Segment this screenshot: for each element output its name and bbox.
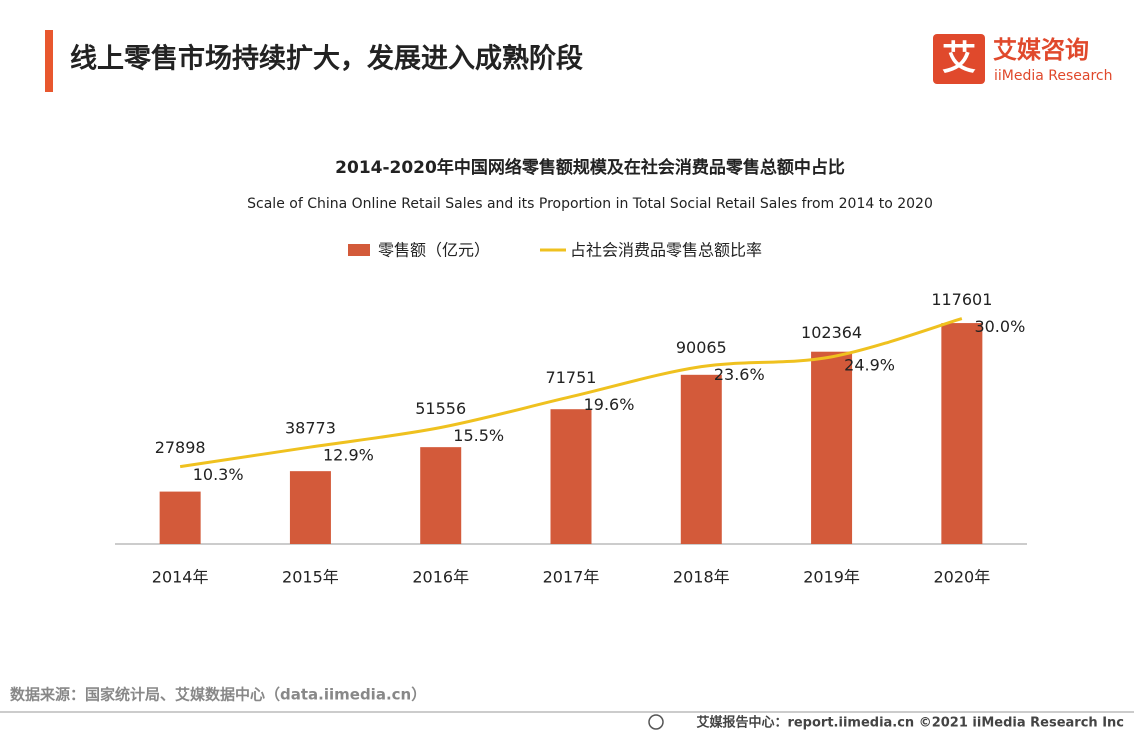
- bar-value-label: 102364: [801, 323, 862, 342]
- line-value-label: 19.6%: [584, 395, 635, 414]
- bar: [680, 374, 722, 544]
- bar: [550, 409, 592, 544]
- bar: [159, 491, 201, 544]
- bar: [289, 471, 331, 544]
- bar-value-label: 51556: [415, 399, 466, 418]
- logo-sub: iiMedia Research: [994, 68, 1113, 84]
- title-accent: [45, 30, 53, 92]
- x-tick-label: 2014年: [152, 568, 209, 587]
- legend-swatch: [348, 244, 370, 256]
- page-title: 线上零售市场持续扩大，发展进入成熟阶段: [70, 43, 583, 75]
- bar-value-label: 71751: [546, 368, 597, 387]
- logo-icon: 艾: [942, 39, 976, 79]
- chart-subtitle: Scale of China Online Retail Sales and i…: [247, 196, 933, 212]
- x-tick-label: 2018年: [673, 568, 730, 587]
- credit: 艾媒报告中心：report.iimedia.cn ©2021 iiMedia R…: [696, 715, 1124, 731]
- logo-name: 艾媒咨询: [993, 36, 1089, 64]
- bar-value-label: 90065: [676, 338, 727, 357]
- legend-label: 占社会消费品零售总额比率: [570, 241, 762, 260]
- x-tick-label: 2017年: [543, 568, 600, 587]
- globe-icon: [648, 714, 664, 730]
- line-value-label: 12.9%: [323, 446, 374, 465]
- bar: [941, 323, 983, 544]
- logo-box: [933, 34, 985, 84]
- x-tick-label: 2020年: [933, 568, 990, 587]
- bar: [811, 351, 853, 544]
- line-value-label: 10.3%: [193, 465, 244, 484]
- bar-value-label: 117601: [931, 290, 992, 309]
- x-tick-label: 2015年: [282, 568, 339, 587]
- chart-title: 2014-2020年中国网络零售额规模及在社会消费品零售总额中占比: [335, 157, 845, 178]
- bar: [420, 447, 462, 544]
- x-tick-label: 2019年: [803, 568, 860, 587]
- line-value-label: 23.6%: [714, 365, 765, 384]
- bar-value-label: 38773: [285, 419, 336, 438]
- x-tick-label: 2016年: [412, 568, 469, 587]
- bar-value-label: 27898: [155, 438, 206, 457]
- line: [179, 317, 963, 469]
- legend-label: 零售额（亿元）: [378, 241, 490, 260]
- source: 数据来源：国家统计局、艾媒数据中心（data.iimedia.cn）: [10, 686, 426, 704]
- line-value-label: 15.5%: [453, 426, 504, 445]
- line-value-label: 24.9%: [844, 355, 895, 374]
- line-value-label: 30.0%: [974, 317, 1025, 336]
